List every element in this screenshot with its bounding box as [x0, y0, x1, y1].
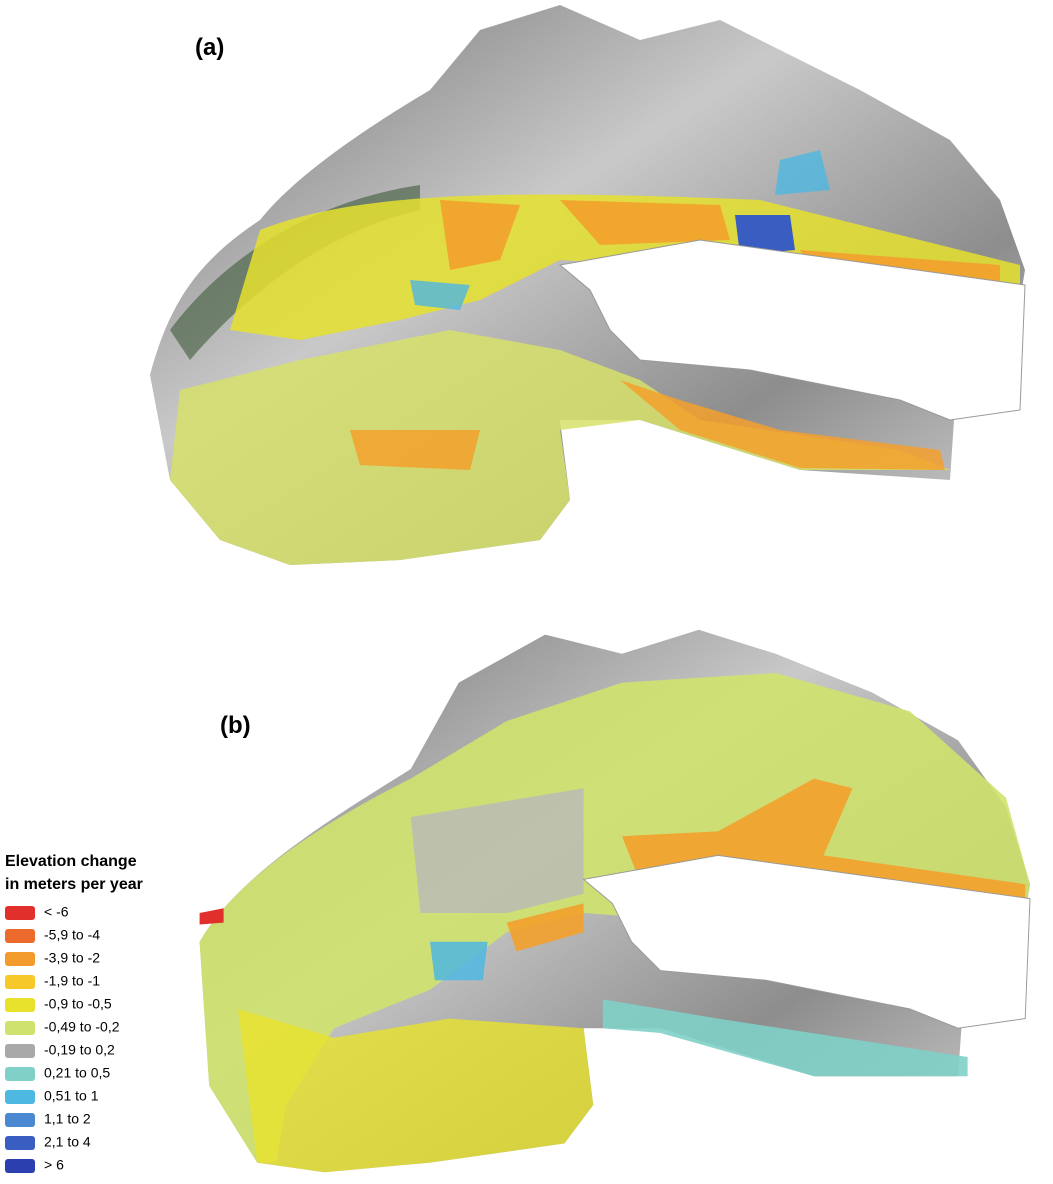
- legend-swatch: [5, 998, 35, 1012]
- legend-swatch: [5, 1044, 35, 1058]
- legend-label: -3,9 to -2: [44, 950, 100, 966]
- panel-label: (a): [195, 34, 224, 61]
- legend-swatch: [5, 906, 35, 920]
- map-a: (a): [150, 5, 1025, 565]
- legend-label: -0,9 to -0,5: [44, 996, 112, 1012]
- legend-swatch: [5, 1021, 35, 1035]
- legend-label: -0,19 to 0,2: [44, 1042, 115, 1058]
- legend-swatch: [5, 1067, 35, 1081]
- legend-label: > 6: [44, 1157, 64, 1173]
- legend-swatch: [5, 1136, 35, 1150]
- legend-label: -1,9 to -1: [44, 973, 100, 989]
- legend-title: in meters per year: [5, 876, 143, 893]
- legend: Elevation change in meters per year < -6…: [5, 853, 143, 1173]
- legend-label: < -6: [44, 904, 69, 920]
- change-zone: [430, 942, 488, 980]
- legend-swatch: [5, 929, 35, 943]
- legend-swatch: [5, 1090, 35, 1104]
- legend-label: 2,1 to 4: [44, 1134, 91, 1150]
- map-b: [200, 630, 1030, 1172]
- change-zone: [238, 1009, 593, 1172]
- legend-label: 1,1 to 2: [44, 1111, 91, 1127]
- panel-label: (b): [220, 712, 251, 739]
- legend-label: -5,9 to -4: [44, 927, 100, 943]
- legend-swatch: [5, 1113, 35, 1127]
- legend-swatch: [5, 975, 35, 989]
- legend-label: 0,51 to 1: [44, 1088, 99, 1104]
- legend-swatch: [5, 952, 35, 966]
- legend-title: Elevation change: [5, 853, 137, 870]
- legend-label: -0,49 to -0,2: [44, 1019, 120, 1035]
- figure: (a) (b) Elevation change in meters per y…: [0, 0, 1053, 1184]
- change-zone: [200, 908, 224, 924]
- legend-swatch: [5, 1159, 35, 1173]
- legend-label: 0,21 to 0,5: [44, 1065, 110, 1081]
